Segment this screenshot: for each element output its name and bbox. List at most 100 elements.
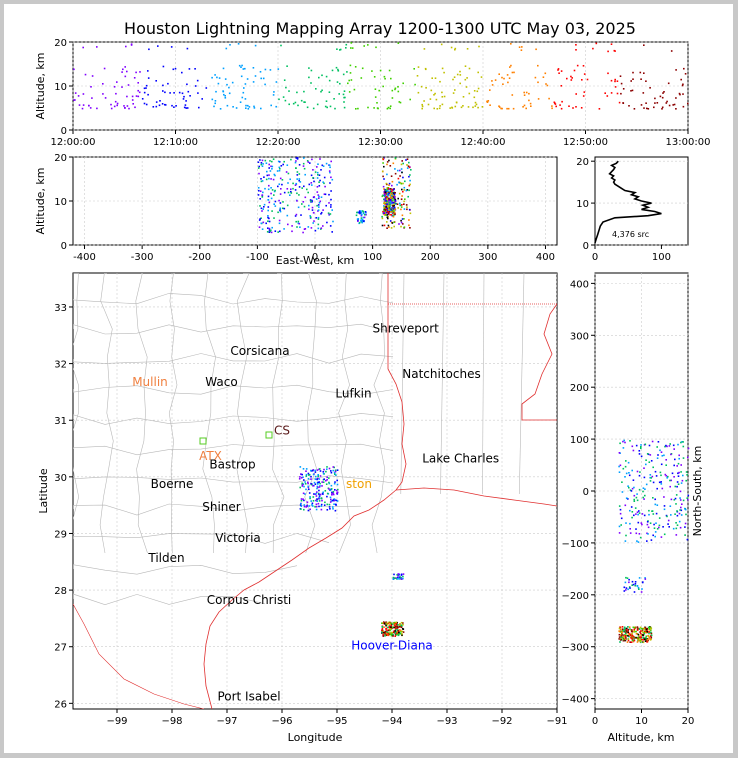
lightning-source-point xyxy=(393,197,396,199)
lightning-source-point xyxy=(321,481,323,483)
lightning-source-point xyxy=(219,108,222,110)
lightning-source-point xyxy=(636,641,639,643)
lightning-source-point xyxy=(618,636,621,638)
lightning-source-point xyxy=(640,591,643,593)
lightning-source-point xyxy=(394,157,397,159)
lightning-source-point xyxy=(628,626,631,628)
lightning-source-point xyxy=(645,628,648,631)
lightning-source-point xyxy=(292,182,294,185)
lightning-source-point xyxy=(268,163,270,166)
lightning-source-point xyxy=(383,632,385,635)
lightning-source-point xyxy=(247,104,249,107)
lightning-source-point xyxy=(644,494,646,497)
lightning-source-point xyxy=(685,513,687,516)
lightning-source-point xyxy=(639,640,641,643)
lightning-source-point xyxy=(188,68,191,70)
lightning-source-point xyxy=(430,89,433,92)
lightning-source-point xyxy=(393,630,395,633)
lightning-source-point xyxy=(642,634,644,636)
ew-tick-label: -400 xyxy=(73,252,96,263)
lightning-source-point xyxy=(183,106,186,109)
lightning-source-point xyxy=(303,504,306,506)
lightning-source-point xyxy=(316,498,318,500)
lightning-source-point xyxy=(383,208,386,211)
lightning-source-point xyxy=(343,90,346,92)
lightning-source-point xyxy=(181,71,183,74)
lightning-source-point xyxy=(123,105,125,107)
lightning-source-point xyxy=(279,207,282,210)
lightning-source-point xyxy=(643,632,645,634)
lightning-source-point xyxy=(560,107,563,110)
lightning-source-point xyxy=(354,66,357,68)
lightning-source-point xyxy=(646,638,649,641)
lightning-source-point xyxy=(161,103,164,105)
lightning-source-point xyxy=(635,496,638,499)
lightning-source-point xyxy=(381,224,384,227)
lightning-source-point xyxy=(402,575,404,578)
lightning-source-point xyxy=(145,84,148,87)
lightning-source-point xyxy=(682,445,685,448)
lightning-source-point xyxy=(401,633,403,635)
lightning-source-point xyxy=(332,490,335,493)
lightning-source-point xyxy=(387,194,389,197)
lightning-source-point xyxy=(319,158,321,160)
lon-tick-label: −97 xyxy=(216,716,237,727)
county-line xyxy=(338,273,351,554)
lightning-source-point xyxy=(399,202,401,205)
lightning-source-point xyxy=(631,634,633,637)
lon-tick-label: −94 xyxy=(381,716,402,727)
lightning-source-point xyxy=(363,216,366,219)
lightning-source-point xyxy=(185,107,187,109)
lightning-source-point xyxy=(278,161,281,163)
lightning-source-point xyxy=(113,86,116,88)
lightning-source-point xyxy=(392,162,395,165)
lightning-source-point xyxy=(645,635,648,638)
lightning-source-point xyxy=(684,522,687,525)
lightning-source-point xyxy=(388,182,391,185)
lightning-source-point xyxy=(672,444,675,447)
lightning-source-point xyxy=(382,158,385,161)
lightning-source-point xyxy=(261,165,264,167)
lightning-source-point xyxy=(421,105,424,108)
lightning-source-point xyxy=(393,196,396,198)
county-line xyxy=(73,293,394,305)
lightning-source-point xyxy=(277,211,279,214)
lightning-source-point xyxy=(350,79,353,81)
lightning-source-point xyxy=(349,72,352,74)
lightning-source-point xyxy=(336,81,339,83)
lightning-source-point xyxy=(284,99,287,102)
lightning-source-point xyxy=(646,453,649,455)
lightning-source-point xyxy=(402,223,404,225)
lightning-source-point xyxy=(270,178,272,180)
lightning-source-point xyxy=(121,71,123,73)
lightning-source-point xyxy=(315,492,317,495)
lightning-source-point xyxy=(300,503,302,505)
lightning-source-point xyxy=(632,583,635,586)
lightning-source-point xyxy=(649,87,651,89)
lightning-source-point xyxy=(663,508,666,511)
lightning-source-point xyxy=(669,505,672,507)
lightning-source-point xyxy=(620,92,622,95)
lightning-source-point xyxy=(299,504,302,506)
ew-tick-label: 100 xyxy=(363,252,382,263)
lightning-source-point xyxy=(632,635,634,638)
lightning-source-point xyxy=(110,107,113,110)
lightning-source-point xyxy=(152,106,155,108)
lightning-source-point xyxy=(326,466,328,468)
lightning-source-point xyxy=(298,478,301,480)
lightning-source-point xyxy=(624,639,627,642)
time-altitude-panel: 12:00:00 12:10:00 12:20:00 12:30:00 12:40:00… xyxy=(34,38,710,148)
lightning-source-point xyxy=(211,76,213,79)
lightning-source-point xyxy=(318,202,321,204)
lightning-source-point xyxy=(619,75,622,77)
lightning-source-point xyxy=(383,192,386,194)
lightning-source-point xyxy=(626,577,629,579)
lightning-source-point xyxy=(619,508,622,511)
lightning-source-point xyxy=(629,641,631,643)
lightning-source-point xyxy=(394,632,397,635)
lightning-source-point xyxy=(336,500,339,502)
lightning-source-point xyxy=(307,161,310,163)
lightning-source-point xyxy=(320,90,322,93)
